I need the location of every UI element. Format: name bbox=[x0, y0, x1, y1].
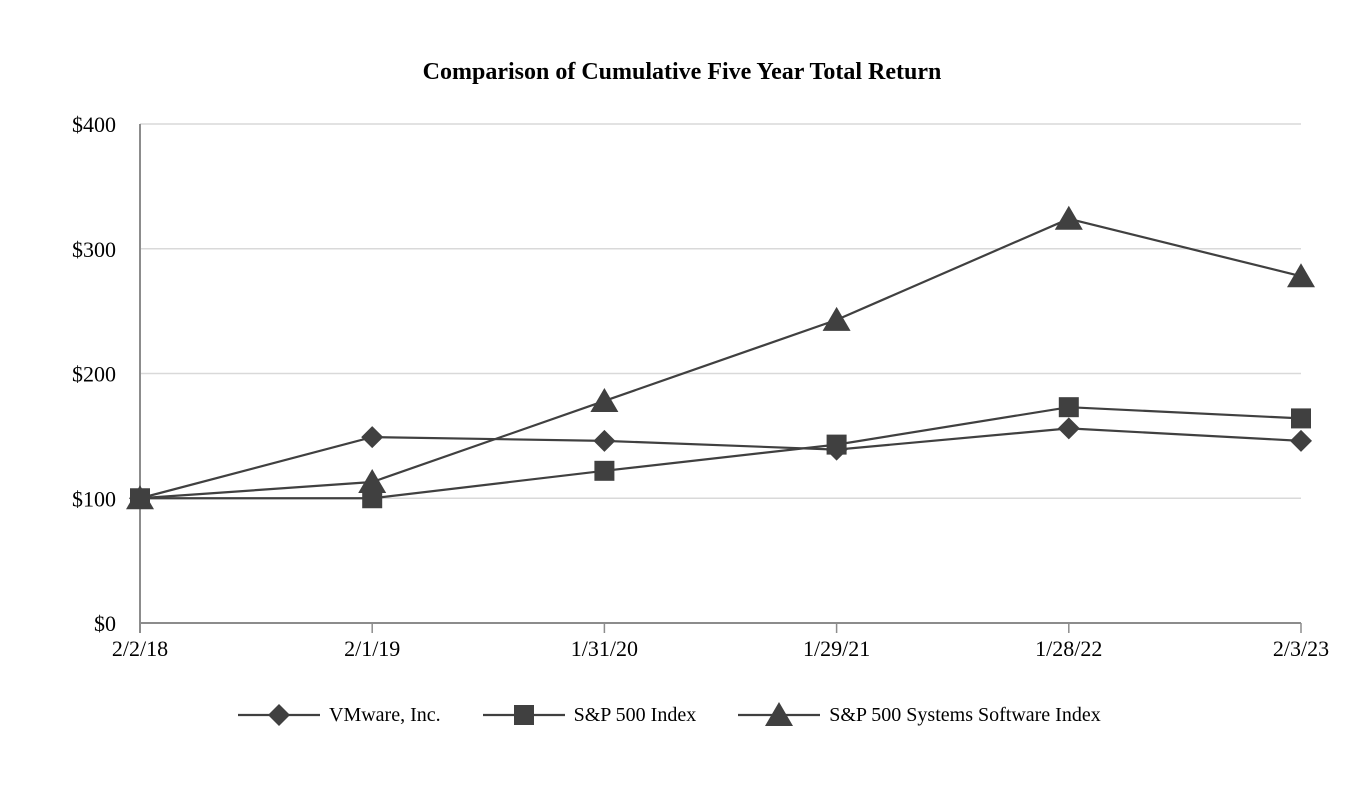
series-1 bbox=[130, 397, 1311, 509]
legend-item-vmware: VMware, Inc. bbox=[238, 701, 441, 729]
legend-item-sp500-systems-software: S&P 500 Systems Software Index bbox=[738, 701, 1101, 729]
square-marker-icon bbox=[482, 705, 565, 725]
diamond-marker-icon bbox=[238, 704, 320, 726]
gridlines bbox=[140, 123, 1301, 499]
axes bbox=[139, 124, 1302, 633]
svg-text:2/1/19: 2/1/19 bbox=[344, 636, 400, 661]
svg-text:$400: $400 bbox=[72, 112, 116, 137]
svg-text:$100: $100 bbox=[72, 486, 116, 511]
chart-legend: VMware, Inc. S&P 500 Index S&P 500 Syste… bbox=[238, 701, 1101, 729]
svg-text:2/3/23: 2/3/23 bbox=[1273, 636, 1329, 661]
legend-label-vmware: VMware, Inc. bbox=[329, 703, 441, 726]
series-0 bbox=[129, 417, 1312, 510]
line-chart-plot-area: $0 $100 $200 $300 $400 2/2/18 2/1/19 1/31/20 1/2… bbox=[72, 112, 1329, 661]
legend-label-sp500-systems-software: S&P 500 Systems Software Index bbox=[829, 703, 1101, 726]
svg-text:$300: $300 bbox=[72, 237, 116, 262]
series-2 bbox=[126, 205, 1315, 510]
triangle-marker-icon bbox=[738, 702, 821, 726]
legend-item-sp500: S&P 500 Index bbox=[482, 701, 697, 729]
svg-text:2/2/18: 2/2/18 bbox=[112, 636, 168, 661]
svg-text:1/29/21: 1/29/21 bbox=[803, 636, 870, 661]
svg-text:$0: $0 bbox=[94, 611, 116, 636]
svg-text:1/31/20: 1/31/20 bbox=[571, 636, 638, 661]
legend-label-sp500: S&P 500 Index bbox=[573, 703, 697, 726]
axis-labels: $0 $100 $200 $300 $400 2/2/18 2/1/19 1/31/20 1/2… bbox=[72, 112, 1329, 661]
svg-text:1/28/22: 1/28/22 bbox=[1035, 636, 1102, 661]
chart-title: Comparison of Cumulative Five Year Total… bbox=[422, 59, 942, 85]
svg-text:$200: $200 bbox=[72, 362, 116, 387]
